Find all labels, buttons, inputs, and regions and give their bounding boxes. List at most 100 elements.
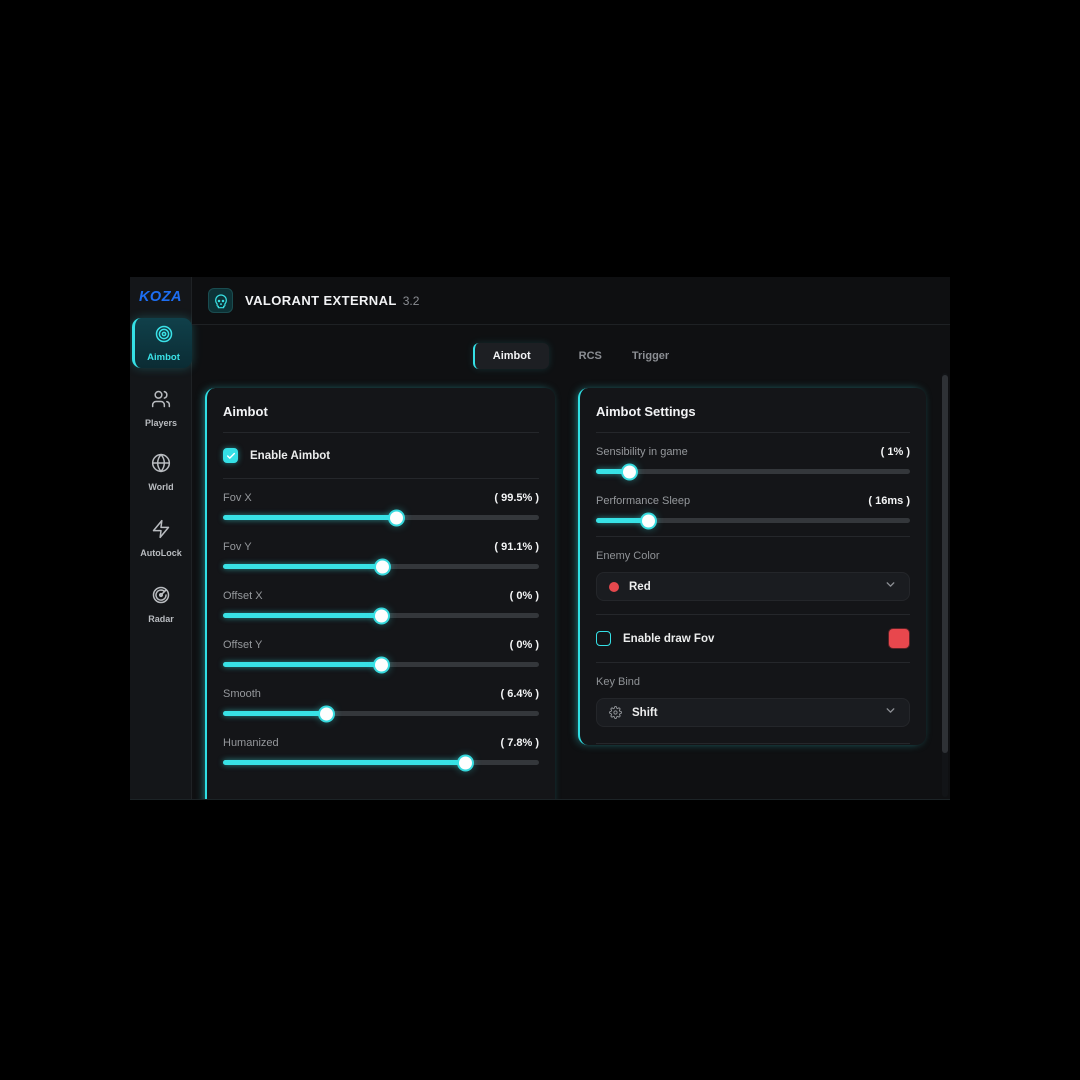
sidebar-item-label: World [148,482,174,492]
offset-y-slider[interactable] [223,658,539,671]
fov-color-swatch[interactable] [888,628,910,649]
aimbot-settings-panel: Aimbot Settings Sensibility in game ( 1%… [578,388,926,745]
divider [596,614,910,615]
panel-title: Aimbot Settings [596,404,696,419]
fov-x-slider[interactable] [223,511,539,524]
slider-label: Offset X [223,590,263,602]
sidebar-item-label: Radar [148,614,174,624]
panel-title: Aimbot [223,404,268,419]
enemy-color-label: Enemy Color [596,550,660,562]
enable-draw-fov-label: Enable draw Fov [623,632,715,645]
slider-thumb[interactable] [641,514,655,527]
offset-x-slider[interactable] [223,609,539,622]
slider-thumb[interactable] [459,756,473,769]
vertical-scrollbar[interactable] [942,373,948,797]
slider-fill [596,469,631,474]
humanized-slider-group: Humanized ( 7.8% ) [223,737,539,769]
offset-y-slider-group: Offset Y ( 0% ) [223,639,539,671]
gear-icon [609,706,622,719]
divider [596,743,910,744]
enemy-color-value: Red [629,580,651,593]
app-window: KOZA Aimbot Players [130,277,950,800]
enable-aimbot-row[interactable]: Enable Aimbot [223,446,539,465]
zap-icon [151,519,171,544]
slider-value: ( 99.5% ) [494,492,539,504]
slider-label: Performance Sleep [596,495,691,507]
slider-thumb[interactable] [320,707,334,720]
enemy-color-dropdown[interactable]: Red [596,572,910,601]
sidebar-item-world[interactable]: World [130,453,192,492]
slider-label: Offset Y [223,639,263,651]
sensibility-slider-group: Sensibility in game ( 1% ) [596,446,910,478]
tab-rcs[interactable]: RCS [578,350,602,362]
slider-value: ( 16ms ) [868,495,910,507]
key-bind-label: Key Bind [596,676,641,688]
key-bind-value: Shift [632,706,658,719]
header: VALORANT EXTERNAL 3.2 [192,277,950,325]
slider-value: ( 0% ) [509,639,539,651]
sidebar-item-label: Aimbot [147,351,180,363]
slider-fill [223,613,382,618]
humanized-slider[interactable] [223,756,539,769]
enable-draw-fov-toggle[interactable]: Enable draw Fov [596,629,714,648]
slider-value: ( 91.1% ) [494,541,539,553]
slider-fill [223,564,383,569]
users-icon [151,389,171,414]
slider-fill [596,518,649,523]
sidebar-item-players[interactable]: Players [130,389,192,428]
slider-thumb[interactable] [374,609,388,622]
tab-aimbot[interactable]: Aimbot [472,343,549,369]
globe-icon [151,453,171,478]
slider-value: ( 0% ) [509,590,539,602]
chevron-down-icon [884,578,897,596]
slider-thumb[interactable] [623,465,637,478]
app-title: VALORANT EXTERNAL [245,293,397,308]
key-bind-dropdown[interactable]: Shift [596,698,910,727]
sidebar-item-label: Players [144,418,178,428]
divider [223,432,539,433]
slider-label: Fov Y [223,541,252,553]
offset-x-slider-group: Offset X ( 0% ) [223,590,539,622]
radar-icon [151,585,171,610]
slider-label: Fov X [223,492,252,504]
slider-value: ( 1% ) [880,446,910,458]
smooth-slider[interactable] [223,707,539,720]
enable-draw-fov-checkbox[interactable] [596,631,611,646]
sidebar: KOZA Aimbot Players [130,277,192,799]
tab-bar: Aimbot RCS Trigger [192,341,950,371]
red-color-dot [609,581,619,592]
slider-label: Humanized [223,737,279,749]
sidebar-item-aimbot[interactable]: Aimbot [132,318,192,368]
enable-aimbot-checkbox[interactable] [223,448,238,463]
skull-icon [208,288,233,313]
slider-label: Sensibility in game [596,446,688,458]
slider-thumb[interactable] [374,658,388,671]
divider [596,662,910,663]
sidebar-item-label: AutoLock [140,548,182,558]
scrollbar-thumb[interactable] [942,375,948,753]
slider-value: ( 7.8% ) [500,737,539,749]
divider [223,478,539,479]
slider-fill [223,711,328,716]
app-version: 3.2 [402,293,420,308]
performance-sleep-slider[interactable] [596,514,910,527]
sidebar-item-radar[interactable]: Radar [130,585,192,624]
enable-aimbot-label: Enable Aimbot [250,449,331,462]
slider-value: ( 6.4% ) [500,688,539,700]
divider [596,432,910,433]
slider-fill [223,662,382,667]
tab-trigger[interactable]: Trigger [631,350,670,362]
fov-y-slider-group: Fov Y ( 91.1% ) [223,541,539,573]
sidebar-item-autolock[interactable]: AutoLock [130,519,192,558]
performance-sleep-slider-group: Performance Sleep ( 16ms ) [596,495,910,527]
target-icon [154,324,174,349]
fov-y-slider[interactable] [223,560,539,573]
slider-thumb[interactable] [375,560,389,573]
smooth-slider-group: Smooth ( 6.4% ) [223,688,539,720]
slider-thumb[interactable] [389,511,403,524]
sensibility-slider[interactable] [596,465,910,478]
slider-label: Smooth [223,688,261,700]
divider [596,536,910,537]
app-logo: KOZA [138,289,183,305]
fov-x-slider-group: Fov X ( 99.5% ) [223,492,539,524]
